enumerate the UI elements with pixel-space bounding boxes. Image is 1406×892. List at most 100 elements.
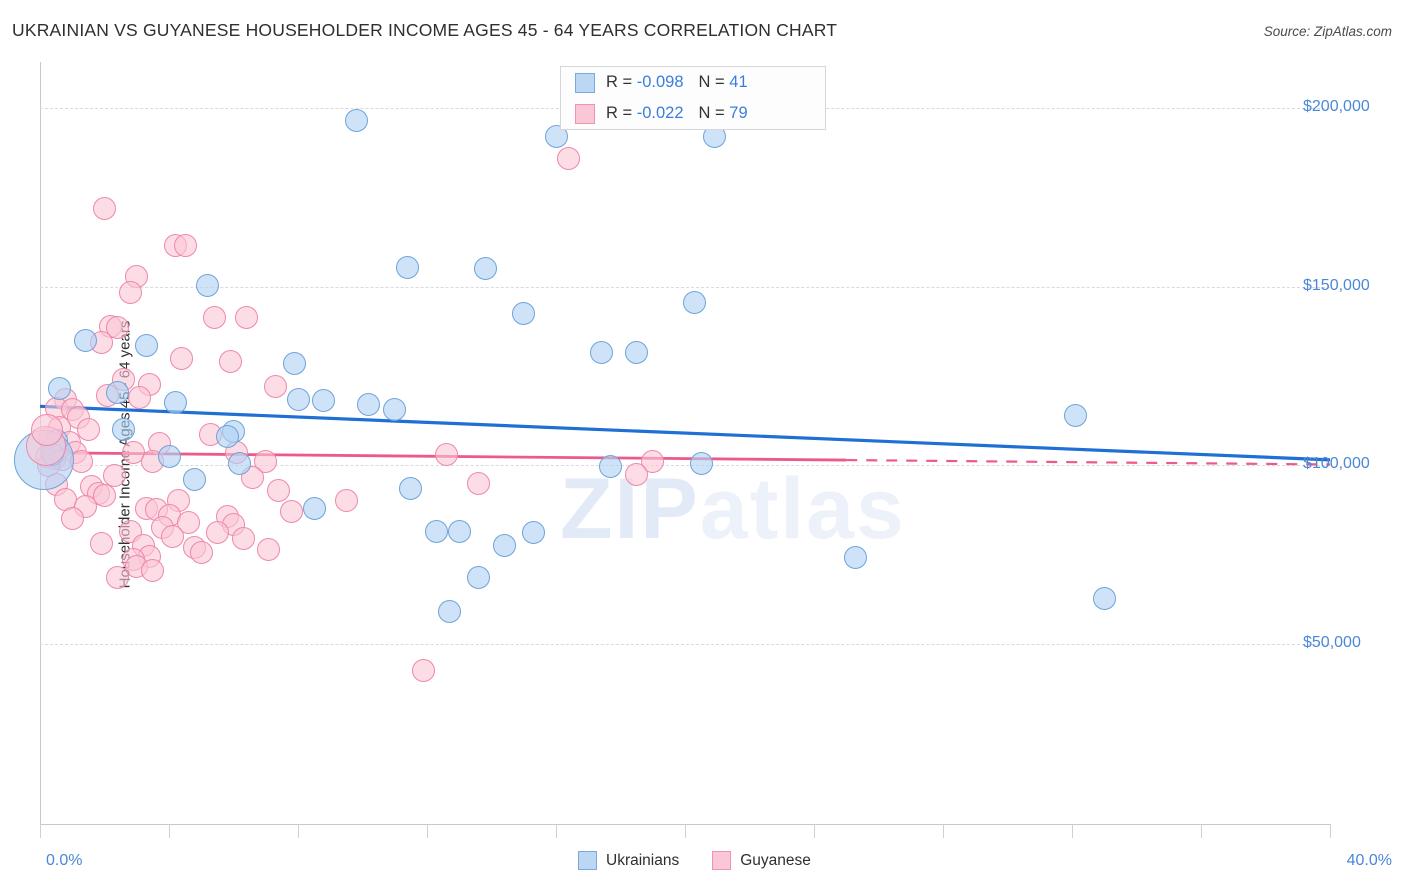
data-point[interactable] — [170, 346, 194, 370]
data-point[interactable] — [438, 599, 462, 623]
data-point[interactable] — [93, 484, 116, 508]
data-point[interactable] — [467, 566, 491, 590]
data-point[interactable] — [118, 280, 142, 304]
data-point[interactable] — [173, 234, 197, 258]
data-point[interactable] — [302, 496, 326, 520]
legend-item-ukrainians[interactable]: Ukrainians — [578, 851, 679, 870]
x-axis-min-label: 0.0% — [46, 852, 83, 869]
data-point[interactable] — [254, 450, 278, 474]
data-point[interactable] — [160, 525, 184, 549]
data-point[interactable] — [425, 519, 449, 543]
data-point[interactable] — [357, 393, 381, 417]
data-point[interactable] — [396, 255, 420, 279]
data-point[interactable] — [312, 389, 336, 413]
data-point[interactable] — [286, 387, 310, 411]
data-point[interactable] — [544, 125, 568, 149]
data-point[interactable] — [189, 541, 213, 565]
data-point[interactable] — [689, 451, 713, 475]
data-point[interactable] — [163, 391, 187, 415]
data-point[interactable] — [467, 471, 491, 495]
y-axis-tick-label: $200,000 — [1303, 98, 1370, 116]
data-point[interactable] — [257, 537, 281, 561]
data-point[interactable] — [73, 328, 97, 352]
guyanese-swatch-icon — [575, 103, 595, 124]
data-point[interactable] — [176, 510, 200, 534]
stats-row-ukrainian: R = -0.098 N = 41 — [561, 67, 825, 98]
data-point[interactable] — [641, 450, 665, 474]
data-point[interactable] — [183, 467, 207, 491]
data-point[interactable] — [589, 341, 613, 365]
data-point[interactable] — [844, 546, 868, 570]
data-point[interactable] — [521, 521, 545, 545]
x-axis-tick — [1072, 824, 1073, 838]
data-point[interactable] — [60, 507, 84, 531]
ukrainian-trendline — [39, 404, 1331, 462]
data-point[interactable] — [383, 398, 407, 422]
ukrainian-r-value: -0.098 — [636, 73, 684, 91]
data-point[interactable] — [399, 476, 423, 500]
data-point[interactable] — [683, 291, 707, 315]
data-point[interactable] — [1063, 403, 1087, 427]
data-point[interactable] — [434, 442, 458, 466]
scatter-plot-area: ZIPatlas — [13, 62, 1331, 822]
data-point[interactable] — [234, 305, 258, 329]
data-point[interactable] — [102, 464, 126, 488]
data-point[interactable] — [112, 418, 136, 441]
data-point[interactable] — [202, 305, 226, 329]
data-point[interactable] — [625, 341, 649, 365]
data-point[interactable] — [334, 489, 358, 513]
data-point[interactable] — [128, 385, 152, 409]
data-point[interactable] — [218, 350, 242, 374]
source-label: Source: ZipAtlas.com — [1263, 24, 1392, 39]
data-point[interactable] — [93, 196, 116, 220]
data-point[interactable] — [76, 418, 100, 441]
stats-row-guyanese: R = -0.022 N = 79 — [561, 98, 825, 129]
data-point[interactable] — [215, 425, 239, 449]
data-point[interactable] — [344, 109, 368, 133]
guyanese-n-label: N = — [698, 104, 725, 122]
data-point[interactable] — [105, 566, 129, 590]
data-point[interactable] — [447, 519, 471, 543]
data-point[interactable] — [134, 334, 158, 358]
x-axis-tick — [298, 824, 299, 838]
data-point[interactable] — [31, 413, 64, 446]
data-point[interactable] — [280, 500, 304, 524]
data-point[interactable] — [1092, 587, 1116, 611]
data-point[interactable] — [231, 526, 255, 550]
data-point[interactable] — [157, 444, 181, 468]
legend-item-guyanese[interactable]: Guyanese — [712, 851, 811, 870]
ukrainians-legend-icon — [578, 851, 597, 870]
data-point[interactable] — [267, 478, 291, 502]
y-axis-tick-label: $100,000 — [1303, 455, 1370, 473]
x-axis-tick — [1201, 824, 1202, 838]
data-point[interactable] — [512, 302, 536, 326]
data-point[interactable] — [412, 658, 436, 682]
ukrainian-n-label: N = — [698, 73, 725, 91]
x-axis-tick — [169, 824, 170, 838]
data-point[interactable] — [196, 273, 220, 297]
data-point[interactable] — [283, 352, 307, 375]
data-point[interactable] — [205, 521, 229, 545]
data-point[interactable] — [47, 376, 71, 400]
data-point[interactable] — [105, 316, 129, 340]
ukrainians-legend-label: Ukrainians — [606, 851, 680, 869]
guyanese-legend-label: Guyanese — [740, 851, 811, 869]
data-point[interactable] — [105, 380, 129, 404]
guyanese-r-value: -0.022 — [636, 104, 684, 122]
x-axis-tick — [685, 824, 686, 838]
gridline — [40, 465, 1330, 467]
data-point[interactable] — [557, 146, 581, 170]
y-axis-tick-label: $150,000 — [1303, 276, 1370, 294]
data-point[interactable] — [228, 451, 252, 475]
series-legend: Ukrainians Guyanese — [578, 851, 835, 870]
correlation-stats-box: R = -0.098 N = 41 R = -0.022 N = 79 — [560, 66, 826, 130]
gridline — [40, 286, 1330, 288]
data-point[interactable] — [625, 462, 649, 486]
data-point[interactable] — [492, 533, 516, 557]
page-title: UKRAINIAN VS GUYANESE HOUSEHOLDER INCOME… — [12, 20, 838, 40]
data-point[interactable] — [263, 375, 287, 399]
data-point[interactable] — [89, 532, 113, 556]
data-point[interactable] — [141, 558, 165, 582]
data-point[interactable] — [599, 455, 623, 479]
data-point[interactable] — [473, 257, 497, 281]
